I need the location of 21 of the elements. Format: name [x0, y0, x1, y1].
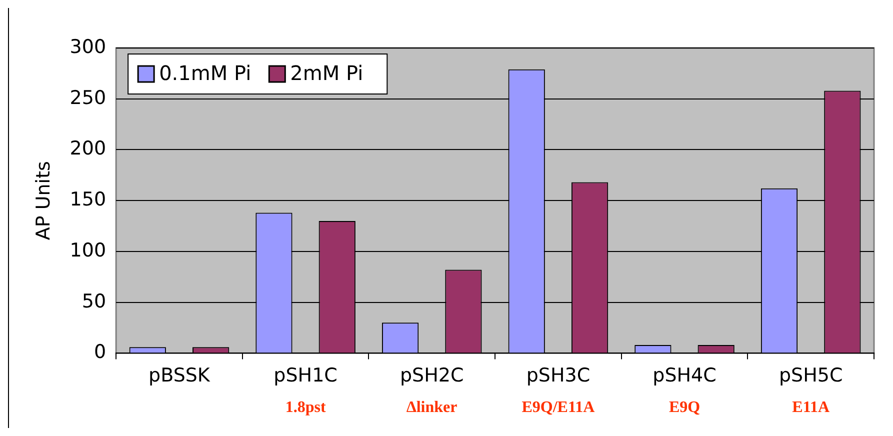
- text: E9Q: [668, 399, 700, 416]
- text: 1.8pst: [285, 399, 326, 416]
- y-tick-label: 0: [94, 341, 106, 364]
- y-tick-label: 250: [70, 86, 106, 109]
- y-tick-label: 100: [70, 239, 106, 262]
- y-tick-label: 300: [70, 36, 106, 58]
- x-tick-label: pSH3C: [526, 364, 590, 387]
- text: ∆linker: [406, 399, 458, 416]
- x-tick-label: pSH2C: [400, 364, 464, 387]
- legend-label: 2mM Pi: [290, 61, 364, 86]
- y-tick-label: 50: [82, 290, 106, 312]
- y-tick-label: 200: [70, 138, 106, 160]
- y-tick-label: 150: [70, 188, 106, 211]
- x-tick-label: pSH5C: [778, 364, 843, 387]
- x-tick-label: pSH4C: [652, 364, 716, 387]
- text: E9Q/E11A: [522, 399, 596, 416]
- x-tick-label: pBSSK: [148, 364, 210, 387]
- text: E11A: [792, 399, 830, 416]
- legend-label: 0.1mM Pi: [159, 61, 252, 86]
- y-axis-title: AP Units: [32, 161, 54, 240]
- x-tick-label: pSH1C: [274, 364, 338, 387]
